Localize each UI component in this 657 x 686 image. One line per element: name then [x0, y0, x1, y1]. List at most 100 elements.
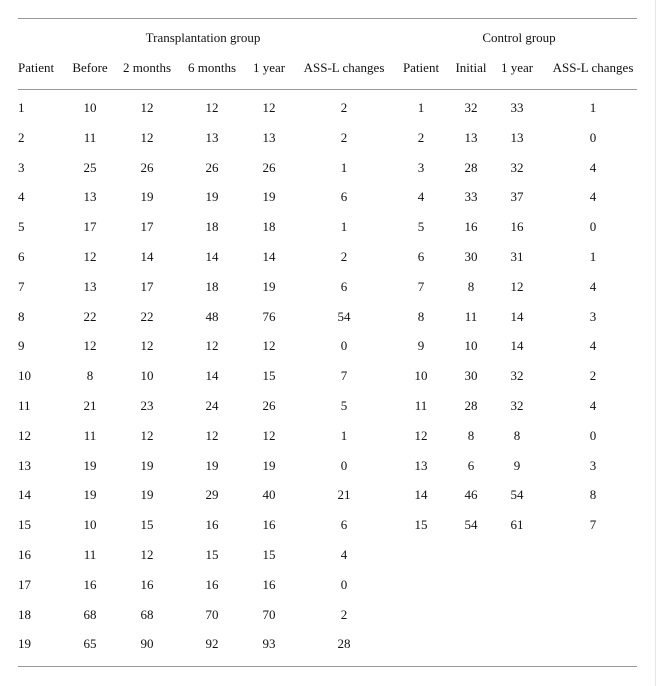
table-cell: 2	[18, 129, 25, 145]
table-cell: 15	[262, 368, 276, 384]
table-cell: 23	[140, 398, 154, 413]
table-cell: 8	[467, 427, 475, 443]
table-cell: 18	[205, 219, 219, 235]
table-cell: 13	[464, 129, 478, 145]
table-cell: 14	[205, 368, 219, 384]
table-cell: 11	[83, 547, 97, 562]
table-cell: 70	[262, 606, 276, 622]
table-cell: 5	[417, 219, 425, 235]
table-cell: 65	[83, 636, 97, 652]
table-cell: 28	[337, 636, 351, 652]
table-cell: 32	[510, 368, 524, 384]
table-cell: 32	[464, 100, 478, 115]
table-cell: 7	[589, 517, 597, 533]
table-cell: 13	[205, 129, 219, 145]
table-cell: 7	[18, 278, 25, 294]
table-cell: 1	[18, 100, 25, 115]
column-header: Initial	[455, 60, 487, 75]
column-header: 2 months	[122, 60, 172, 75]
table-cell: 61	[510, 517, 524, 533]
table-cell: 1	[340, 219, 348, 235]
table-cell: 0	[340, 457, 348, 473]
table-cell: 3	[589, 308, 597, 324]
table-cell: 15	[140, 517, 154, 533]
table-cell: 12	[262, 338, 276, 354]
table-cell: 24	[205, 398, 219, 413]
table-cell: 26	[140, 159, 154, 175]
table-cell: 8	[589, 487, 597, 503]
table-cell: 12	[140, 547, 154, 562]
table-cell: 19	[83, 487, 97, 503]
top-rule	[18, 18, 637, 19]
table-cell: 0	[589, 129, 597, 145]
table-cell: 26	[262, 398, 276, 413]
page-border	[655, 0, 656, 686]
table-cell: 1	[589, 100, 597, 115]
table-cell: 19	[18, 636, 31, 652]
table-cell: 31	[510, 249, 524, 264]
table-cell: 14	[205, 249, 219, 264]
table-cell: 18	[18, 606, 31, 622]
table-cell: 4	[589, 159, 597, 175]
table-cell: 9	[513, 457, 521, 473]
table-cell: 28	[464, 398, 478, 413]
table-cell: 4	[340, 547, 348, 562]
column-header: 6 months	[187, 60, 237, 75]
table-cell: 12	[262, 427, 276, 443]
table-cell: 12	[510, 278, 524, 294]
table-cell: 6	[340, 278, 348, 294]
table-cell: 11	[83, 427, 97, 443]
table-cell: 2	[340, 100, 348, 115]
table-cell: 12	[83, 249, 97, 264]
table-cell: 14	[140, 249, 154, 264]
table-cell: 40	[262, 487, 276, 503]
table-cell: 14	[262, 249, 276, 264]
table-cell: 11	[83, 129, 97, 145]
table-cell: 9	[18, 338, 25, 354]
table-cell: 16	[262, 576, 276, 592]
table-cell: 93	[262, 636, 276, 652]
table-cell: 12	[262, 100, 276, 115]
table-cell: 4	[589, 338, 597, 354]
table-cell: 14	[510, 308, 524, 324]
table-cell: 70	[205, 606, 219, 622]
table-cell: 25	[83, 159, 97, 175]
table-cell: 7	[417, 278, 425, 294]
table-cell: 76	[262, 308, 276, 324]
table-cell: 54	[337, 308, 351, 324]
table-cell: 12	[83, 338, 97, 354]
table-cell: 0	[589, 219, 597, 235]
table-cell: 13	[18, 457, 31, 473]
table-cell: 15	[18, 517, 31, 533]
table-cell: 10	[414, 368, 428, 384]
table-cell: 16	[205, 576, 219, 592]
table-cell: 17	[140, 278, 154, 294]
column-header: ASS-L changes	[552, 60, 634, 75]
table-cell: 1	[340, 159, 348, 175]
table-cell: 6	[467, 457, 475, 473]
table-cell: 10	[464, 338, 478, 354]
table-cell: 16	[205, 517, 219, 533]
table-cell: 13	[83, 278, 97, 294]
table-cell: 10	[18, 368, 31, 384]
table-cell: 54	[464, 517, 478, 533]
control-group-header: Control group	[482, 30, 556, 45]
table-cell: 14	[510, 338, 524, 354]
table-cell: 13	[414, 457, 428, 473]
table-cell: 11	[464, 308, 478, 324]
table-cell: 18	[205, 278, 219, 294]
table-cell: 16	[140, 576, 154, 592]
table-cell: 22	[140, 308, 154, 324]
table-cell: 2	[340, 249, 348, 264]
table-cell: 2	[589, 368, 597, 384]
table-cell: 3	[589, 457, 597, 473]
column-header: ASS-L changes	[303, 60, 385, 75]
table-cell: 15	[262, 547, 276, 562]
table-cell: 90	[140, 636, 154, 652]
table-cell: 33	[464, 189, 478, 205]
table-cell: 4	[589, 278, 597, 294]
table-cell: 3	[18, 159, 25, 175]
header-rule	[18, 89, 637, 90]
table-cell: 16	[510, 219, 524, 235]
table-cell: 29	[205, 487, 219, 503]
